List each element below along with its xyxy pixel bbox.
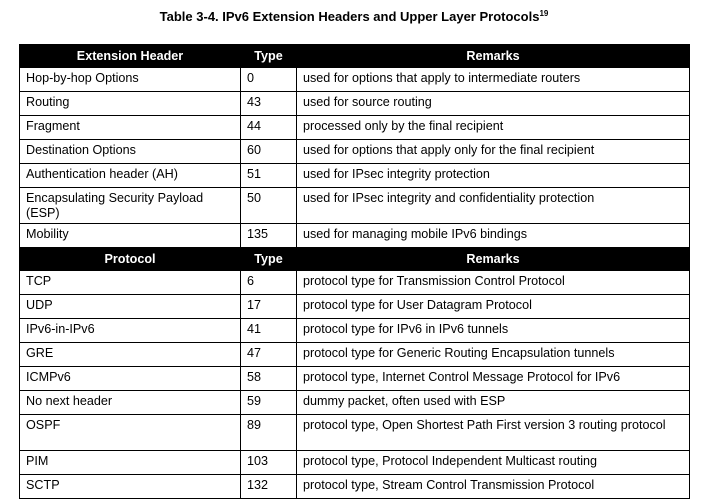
column-header-type: Type bbox=[240, 247, 297, 271]
cell-type: 59 bbox=[240, 390, 297, 415]
table-body: Extension Header Type Remarks Hop-by-hop… bbox=[19, 44, 690, 499]
extension-header-row: Extension Header Type Remarks bbox=[19, 44, 690, 68]
cell-type: 50 bbox=[240, 187, 297, 224]
table-row: Destination Options 60 used for options … bbox=[19, 139, 690, 164]
cell-name: IPv6-in-IPv6 bbox=[19, 318, 241, 343]
cell-remarks: protocol type, Internet Control Message … bbox=[296, 366, 690, 391]
cell-type: 44 bbox=[240, 115, 297, 140]
column-header-remarks: Remarks bbox=[296, 44, 690, 68]
cell-remarks: protocol type for IPv6 in IPv6 tunnels bbox=[296, 318, 690, 343]
table-row: Encapsulating Security Payload (ESP) 50 … bbox=[19, 187, 690, 224]
cell-type: 135 bbox=[240, 223, 297, 248]
cell-name: Mobility bbox=[19, 223, 241, 248]
cell-remarks: used for managing mobile IPv6 bindings bbox=[296, 223, 690, 248]
cell-type: 17 bbox=[240, 294, 297, 319]
table-caption: Table 3-4. IPv6 Extension Headers and Up… bbox=[0, 8, 708, 26]
table-row: SCTP 132 protocol type, Stream Control T… bbox=[19, 474, 690, 499]
cell-name: Authentication header (AH) bbox=[19, 163, 241, 188]
cell-remarks: protocol type, Open Shortest Path First … bbox=[296, 414, 690, 451]
cell-name: GRE bbox=[19, 342, 241, 367]
cell-remarks: protocol type, Stream Control Transmissi… bbox=[296, 474, 690, 499]
column-header-type: Type bbox=[240, 44, 297, 68]
cell-remarks: used for IPsec integrity and confidentia… bbox=[296, 187, 690, 224]
table-row: Mobility 135 used for managing mobile IP… bbox=[19, 223, 690, 248]
cell-type: 41 bbox=[240, 318, 297, 343]
ipv6-headers-table: Extension Header Type Remarks Hop-by-hop… bbox=[19, 44, 690, 499]
cell-remarks: used for source routing bbox=[296, 91, 690, 116]
protocol-header-row: Protocol Type Remarks bbox=[19, 247, 690, 271]
cell-name: OSPF bbox=[19, 414, 241, 451]
cell-name: SCTP bbox=[19, 474, 241, 499]
cell-type: 0 bbox=[240, 67, 297, 92]
table-row: No next header 59 dummy packet, often us… bbox=[19, 390, 690, 415]
cell-type: 103 bbox=[240, 450, 297, 475]
cell-name: Encapsulating Security Payload (ESP) bbox=[19, 187, 241, 224]
cell-type: 47 bbox=[240, 342, 297, 367]
cell-name: Destination Options bbox=[19, 139, 241, 164]
footnote-marker: 19 bbox=[539, 9, 549, 18]
cell-remarks: protocol type for User Datagram Protocol bbox=[296, 294, 690, 319]
cell-name: Fragment bbox=[19, 115, 241, 140]
table-row: IPv6-in-IPv6 41 protocol type for IPv6 i… bbox=[19, 318, 690, 343]
table-row: Authentication header (AH) 51 used for I… bbox=[19, 163, 690, 188]
cell-remarks: used for options that apply to intermedi… bbox=[296, 67, 690, 92]
table-row: Routing 43 used for source routing bbox=[19, 91, 690, 116]
cell-type: 58 bbox=[240, 366, 297, 391]
cell-remarks: protocol type for Transmission Control P… bbox=[296, 270, 690, 295]
cell-type: 51 bbox=[240, 163, 297, 188]
cell-remarks: used for IPsec integrity protection bbox=[296, 163, 690, 188]
table-row: UDP 17 protocol type for User Datagram P… bbox=[19, 294, 690, 319]
table-row: TCP 6 protocol type for Transmission Con… bbox=[19, 270, 690, 295]
cell-remarks: protocol type, Protocol Independent Mult… bbox=[296, 450, 690, 475]
cell-type: 43 bbox=[240, 91, 297, 116]
table-row: GRE 47 protocol type for Generic Routing… bbox=[19, 342, 690, 367]
caption-title: Table 3-4. IPv6 Extension Headers and Up… bbox=[159, 9, 540, 24]
cell-name: UDP bbox=[19, 294, 241, 319]
table-row: Hop-by-hop Options 0 used for options th… bbox=[19, 67, 690, 92]
cell-name: No next header bbox=[19, 390, 241, 415]
table-row: PIM 103 protocol type, Protocol Independ… bbox=[19, 450, 690, 475]
table-row: ICMPv6 58 protocol type, Internet Contro… bbox=[19, 366, 690, 391]
cell-type: 132 bbox=[240, 474, 297, 499]
cell-name: Routing bbox=[19, 91, 241, 116]
cell-type: 89 bbox=[240, 414, 297, 451]
table-row: Fragment 44 processed only by the final … bbox=[19, 115, 690, 140]
cell-name: Hop-by-hop Options bbox=[19, 67, 241, 92]
cell-name: PIM bbox=[19, 450, 241, 475]
table-row: OSPF 89 protocol type, Open Shortest Pat… bbox=[19, 414, 690, 451]
cell-remarks: processed only by the final recipient bbox=[296, 115, 690, 140]
column-header-protocol: Protocol bbox=[19, 247, 241, 271]
cell-remarks: dummy packet, often used with ESP bbox=[296, 390, 690, 415]
cell-name: ICMPv6 bbox=[19, 366, 241, 391]
cell-type: 60 bbox=[240, 139, 297, 164]
cell-remarks: protocol type for Generic Routing Encaps… bbox=[296, 342, 690, 367]
column-header-remarks: Remarks bbox=[296, 247, 690, 271]
cell-type: 6 bbox=[240, 270, 297, 295]
cell-remarks: used for options that apply only for the… bbox=[296, 139, 690, 164]
column-header-extension: Extension Header bbox=[19, 44, 241, 68]
cell-name: TCP bbox=[19, 270, 241, 295]
